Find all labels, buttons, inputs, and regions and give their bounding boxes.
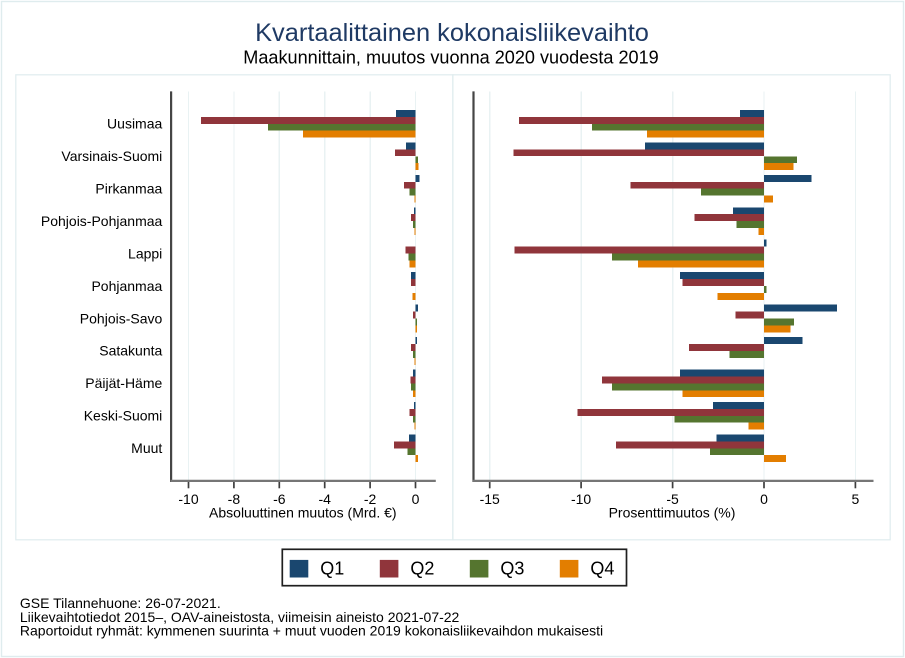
svg-text:Pirkanmaa: Pirkanmaa [95, 181, 162, 197]
svg-text:0: 0 [760, 491, 768, 507]
svg-text:Q1: Q1 [320, 559, 344, 579]
svg-text:Prosenttimuutos (%): Prosenttimuutos (%) [609, 505, 736, 521]
svg-text:Satakunta: Satakunta [99, 343, 162, 359]
svg-text:Lappi: Lappi [128, 245, 162, 261]
svg-text:Q3: Q3 [500, 559, 524, 579]
svg-text:-10: -10 [178, 491, 198, 507]
svg-text:0: 0 [412, 491, 420, 507]
svg-text:Maakunnittain, muutos vuonna 2: Maakunnittain, muutos vuonna 2020 vuodes… [243, 48, 658, 68]
svg-text:Muut: Muut [131, 440, 162, 456]
svg-text:-4: -4 [318, 491, 331, 507]
svg-text:GSE Tilannehuone: 26-07-2021.: GSE Tilannehuone: 26-07-2021. [20, 595, 221, 611]
svg-text:-5: -5 [666, 491, 679, 507]
svg-text:Raportoidut ryhmät: kymmenen s: Raportoidut ryhmät: kymmenen suurinta + … [20, 623, 603, 639]
svg-text:Pohjois-Pohjanmaa: Pohjois-Pohjanmaa [41, 213, 163, 229]
svg-text:5: 5 [852, 491, 860, 507]
svg-text:Kvartaalittainen kokonaisliike: Kvartaalittainen kokonaisliikevaihto [255, 19, 649, 47]
svg-text:-15: -15 [480, 491, 500, 507]
svg-text:-2: -2 [364, 491, 377, 507]
svg-text:Päijät-Häme: Päijät-Häme [85, 375, 162, 391]
svg-text:Q2: Q2 [410, 559, 434, 579]
svg-text:-6: -6 [273, 491, 286, 507]
svg-text:Keski-Suomi: Keski-Suomi [84, 408, 163, 424]
svg-text:Q4: Q4 [590, 559, 614, 579]
svg-text:-8: -8 [228, 491, 241, 507]
svg-text:Pohjanmaa: Pohjanmaa [91, 278, 162, 294]
svg-text:Liikevaihtotiedot 2015–, OAV-a: Liikevaihtotiedot 2015–, OAV-aineistosta… [20, 609, 460, 625]
svg-text:Absoluuttinen muutos (Mrd. €): Absoluuttinen muutos (Mrd. €) [209, 505, 397, 521]
svg-text:-10: -10 [571, 491, 591, 507]
svg-text:Uusimaa: Uusimaa [107, 116, 162, 132]
svg-text:Pohjois-Savo: Pohjois-Savo [80, 310, 163, 326]
svg-text:Varsinais-Suomi: Varsinais-Suomi [61, 148, 162, 164]
